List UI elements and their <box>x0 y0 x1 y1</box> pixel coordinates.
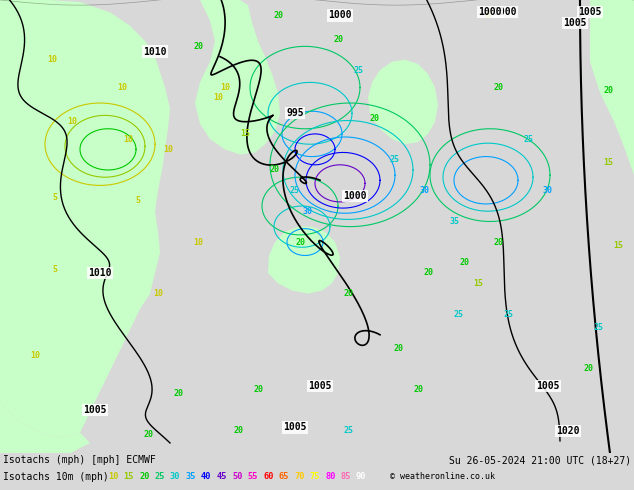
Text: 1000: 1000 <box>343 191 366 201</box>
Polygon shape <box>0 0 170 438</box>
Text: 10: 10 <box>117 83 127 92</box>
Text: 40: 40 <box>201 471 212 481</box>
Text: 1005: 1005 <box>308 381 332 392</box>
Text: 30: 30 <box>543 186 553 195</box>
Text: 1005: 1005 <box>536 381 560 392</box>
Polygon shape <box>368 60 438 144</box>
Text: 20: 20 <box>370 114 380 123</box>
Polygon shape <box>0 402 90 453</box>
Text: 10: 10 <box>213 94 223 102</box>
Text: 1010: 1010 <box>88 268 112 278</box>
Text: 30: 30 <box>420 186 430 195</box>
Text: 20: 20 <box>173 389 183 398</box>
Text: 85: 85 <box>340 471 351 481</box>
Text: 10: 10 <box>153 289 163 298</box>
Text: 90: 90 <box>356 471 366 481</box>
Text: 20: 20 <box>143 430 153 439</box>
Text: 10: 10 <box>163 145 173 154</box>
Text: 25: 25 <box>290 186 300 195</box>
Text: 20: 20 <box>139 471 150 481</box>
Text: 1020: 1020 <box>556 426 579 436</box>
Text: 10: 10 <box>220 83 230 92</box>
Text: 1005: 1005 <box>83 405 107 415</box>
Text: 20: 20 <box>583 364 593 373</box>
Text: 70: 70 <box>294 471 304 481</box>
Text: 45: 45 <box>216 471 227 481</box>
Text: 10: 10 <box>67 117 77 126</box>
Text: 1005: 1005 <box>578 7 602 17</box>
Text: 20: 20 <box>273 11 283 20</box>
Text: 5: 5 <box>53 266 58 274</box>
Text: 20: 20 <box>493 238 503 246</box>
Text: 25: 25 <box>593 323 603 332</box>
Text: Su 26-05-2024 21:00 UTC (18+27): Su 26-05-2024 21:00 UTC (18+27) <box>449 455 631 465</box>
Text: 25: 25 <box>503 310 513 318</box>
Text: 20: 20 <box>343 289 353 298</box>
Text: 25: 25 <box>155 471 165 481</box>
Text: 5: 5 <box>136 196 141 205</box>
Polygon shape <box>195 0 280 154</box>
Text: 80: 80 <box>325 471 335 481</box>
Text: 10: 10 <box>108 471 119 481</box>
Text: 1005: 1005 <box>563 18 586 27</box>
Text: 20: 20 <box>193 42 203 51</box>
Polygon shape <box>268 226 340 294</box>
Text: 6: 6 <box>486 11 491 20</box>
Text: 35: 35 <box>450 217 460 226</box>
Text: 5: 5 <box>53 193 58 202</box>
Text: 20: 20 <box>233 426 243 435</box>
Text: 25: 25 <box>523 135 533 144</box>
Text: 10: 10 <box>123 135 133 144</box>
Text: 1005: 1005 <box>283 422 307 433</box>
Text: 25: 25 <box>390 155 400 164</box>
Text: 20: 20 <box>460 258 470 267</box>
Text: 35: 35 <box>186 471 196 481</box>
Text: 1010: 1010 <box>143 47 167 56</box>
Text: 15: 15 <box>124 471 134 481</box>
Text: 995: 995 <box>286 108 304 118</box>
Text: 1000: 1000 <box>328 10 352 21</box>
Text: 25: 25 <box>343 426 353 435</box>
Text: 55: 55 <box>247 471 258 481</box>
Text: 15: 15 <box>613 241 623 250</box>
Text: 50: 50 <box>232 471 242 481</box>
Text: 20: 20 <box>295 238 305 246</box>
Text: 20: 20 <box>423 269 433 277</box>
Text: 20: 20 <box>413 385 423 394</box>
Text: 10: 10 <box>193 238 203 246</box>
Text: Isotachs 10m (mph): Isotachs 10m (mph) <box>3 471 109 482</box>
Text: 30: 30 <box>303 207 313 216</box>
Text: 15: 15 <box>240 129 250 138</box>
Text: 20: 20 <box>493 83 503 92</box>
Text: 65: 65 <box>278 471 289 481</box>
Text: 20: 20 <box>270 166 280 174</box>
Text: 75: 75 <box>309 471 320 481</box>
Text: 20: 20 <box>333 35 343 44</box>
Text: 15: 15 <box>603 158 613 167</box>
Polygon shape <box>590 0 634 175</box>
Text: 25: 25 <box>453 310 463 318</box>
Text: 1000: 1000 <box>478 7 501 17</box>
Text: 60: 60 <box>263 471 273 481</box>
Text: 25: 25 <box>353 66 363 74</box>
Text: © weatheronline.co.uk: © weatheronline.co.uk <box>390 471 495 481</box>
Text: Isotachs (mph) [mph] ECMWF: Isotachs (mph) [mph] ECMWF <box>3 455 156 465</box>
Text: 20: 20 <box>253 385 263 394</box>
Text: 10: 10 <box>47 55 57 64</box>
Text: 1000: 1000 <box>493 7 517 17</box>
Text: 20: 20 <box>603 86 613 95</box>
Text: 30: 30 <box>170 471 181 481</box>
Text: 20: 20 <box>393 343 403 353</box>
Text: 15: 15 <box>473 279 483 288</box>
Text: 10: 10 <box>30 351 40 360</box>
